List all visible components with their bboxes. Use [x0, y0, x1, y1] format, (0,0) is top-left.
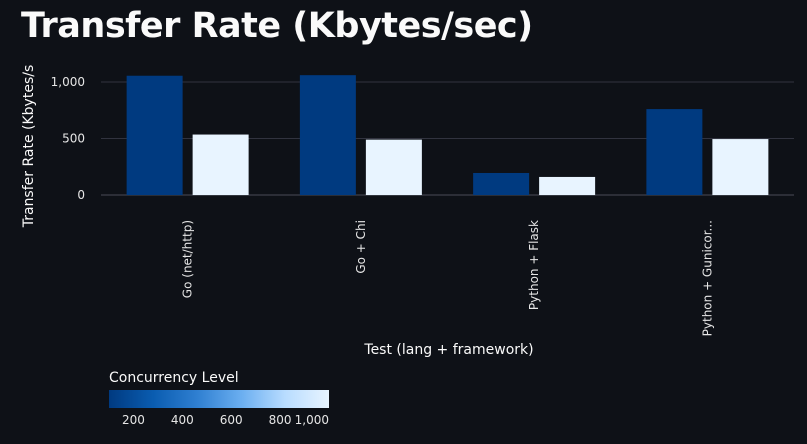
bar	[365, 139, 422, 196]
bar	[192, 134, 249, 196]
legend-tick-label: 600	[220, 413, 243, 427]
bar	[646, 109, 703, 196]
x-tick-label: Python + Flask	[527, 220, 541, 310]
x-tick-label: Go (net/http)	[181, 220, 195, 298]
y-axis-ticks: 0 500 1,000	[51, 75, 85, 202]
x-axis-ticks: Go (net/http) Go + Chi Python + Flask Pytho…	[181, 220, 715, 336]
x-tick-label: Go + Chi	[354, 220, 368, 274]
x-tick-label: Python + Gunicor...	[700, 220, 714, 336]
legend-tick-label: 200	[122, 413, 145, 427]
legend-color-bar	[109, 390, 329, 408]
bars	[126, 75, 769, 196]
y-tick-label: 500	[62, 132, 85, 146]
legend-tick-label: 1,000	[295, 413, 329, 427]
legend: Concurrency Level 200 400 600 800 1,000	[109, 370, 329, 427]
bar	[473, 172, 530, 196]
legend-ticks: 200 400 600 800 1,000	[122, 413, 329, 427]
legend-title: Concurrency Level	[109, 370, 239, 386]
legend-tick-label: 800	[269, 413, 292, 427]
bar	[539, 176, 596, 196]
chart-title: Transfer Rate (Kbytes/sec)	[21, 6, 533, 46]
x-axis-title: Test (lang + framework)	[363, 342, 533, 358]
bar	[126, 75, 183, 196]
y-tick-label: 1,000	[51, 75, 85, 89]
y-tick-label: 0	[77, 188, 85, 202]
bar	[712, 139, 769, 196]
y-axis-title: Transfer Rate (Kbytes/s	[21, 65, 37, 229]
legend-tick-label: 400	[171, 413, 194, 427]
bar	[299, 75, 356, 196]
